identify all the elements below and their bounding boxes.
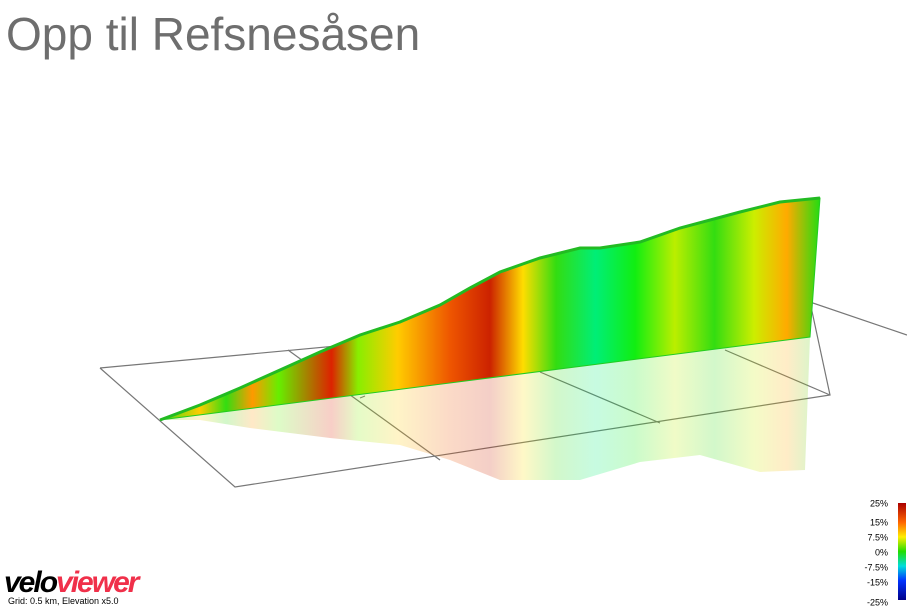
color-scale	[898, 503, 906, 600]
caption: Grid: 0.5 km, Elevation x5.0	[8, 596, 119, 606]
logo: veloviewer	[4, 566, 142, 599]
scale-label: -7.5%	[864, 562, 888, 572]
profile-top	[159, 196, 821, 422]
scale-label: 0%	[875, 547, 888, 557]
scale-label: 15%	[870, 517, 888, 527]
scale-label: 25%	[870, 498, 888, 508]
scale-label: 7.5%	[867, 532, 888, 542]
color-scale-labels: 25% 15% 7.5% 0% -7.5% -15% -25%	[864, 498, 888, 607]
title: Opp til Refsnesåsen	[6, 8, 420, 60]
scale-label: -15%	[867, 577, 888, 587]
logo-viewer: viewer	[56, 566, 142, 599]
logo-velo: velo	[4, 566, 58, 599]
reflection	[160, 337, 810, 480]
scale-label: -25%	[867, 597, 888, 607]
